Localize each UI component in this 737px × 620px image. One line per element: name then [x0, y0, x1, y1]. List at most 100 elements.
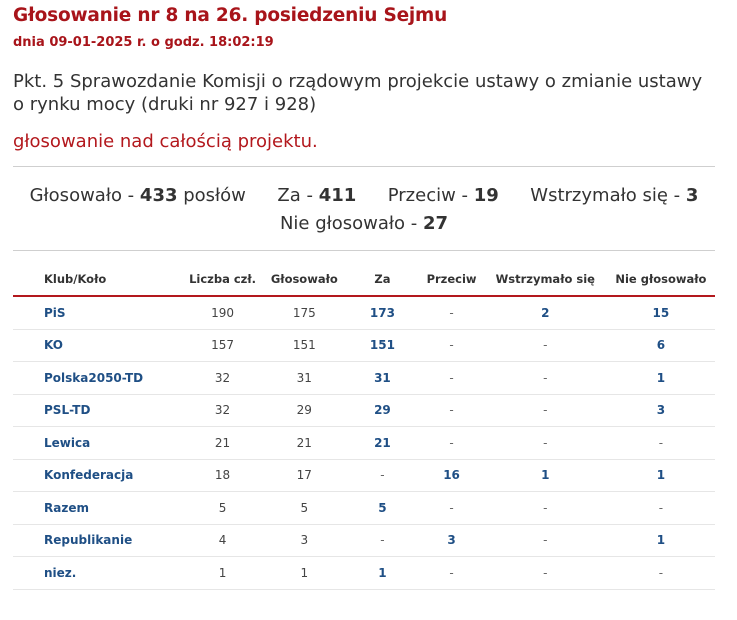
cell-not-voted[interactable]: 1 [606, 459, 715, 492]
cell-voted: 21 [263, 426, 346, 460]
cell-members: 21 [181, 426, 264, 460]
header-club: Klub/Koło [13, 263, 182, 297]
cell-voted: 31 [263, 361, 346, 395]
cell-against: - [419, 426, 484, 460]
summary-against-label: Przeciw - [387, 185, 469, 206]
cell-club[interactable]: Polska2050-TD [13, 361, 182, 395]
cell-against: - [419, 296, 484, 330]
cell-against[interactable]: 16 [419, 459, 484, 492]
summary-for-value: 411 [318, 185, 357, 206]
cell-abstain: - [483, 491, 607, 525]
cell-voted: 1 [263, 556, 346, 590]
table-header-row: Klub/Koło Liczba czł. Głosowało Za Przec… [13, 263, 715, 297]
summary-not-voted-value: 27 [422, 213, 449, 234]
divider-table [13, 250, 715, 251]
header-for: Za [345, 263, 420, 297]
cell-abstain: - [483, 394, 607, 427]
table-row: PSL-TD 32 29 29- -3 [13, 394, 715, 427]
cell-members: 32 [181, 361, 264, 395]
vote-summary-not-voted: Nie głosowało - 27 [13, 213, 715, 234]
cell-for[interactable]: 173 [345, 296, 420, 330]
header-members: Liczba czł. [181, 263, 264, 297]
cell-for[interactable]: 151 [345, 329, 420, 362]
cell-against: - [419, 329, 484, 362]
header-not-voted: Nie głosowało [606, 263, 715, 297]
summary-voted-value: 433 [139, 185, 178, 206]
table-row: Polska2050-TD 32 31 31- -1 [13, 361, 715, 395]
header-against: Przeciw [419, 263, 484, 297]
cell-against: - [419, 394, 484, 427]
cell-not-voted: - [606, 556, 715, 590]
cell-against[interactable]: 3 [419, 524, 484, 557]
cell-club[interactable]: KO [13, 329, 182, 362]
summary-against-value: 19 [473, 185, 499, 206]
cell-for[interactable]: 21 [345, 426, 420, 460]
table-row: Lewica 21 21 21- - - [13, 426, 715, 460]
cell-members: 32 [181, 394, 264, 427]
vote-summary: Głosowało - 433 posłów Za - 411 Przeciw … [13, 185, 715, 206]
cell-members: 157 [181, 329, 264, 362]
cell-voted: 5 [263, 491, 346, 525]
cell-for: - [345, 459, 420, 492]
page-title: Głosowanie nr 8 na 26. posiedzeniu Sejmu [13, 5, 448, 26]
header-voted: Głosowało [263, 263, 346, 297]
cell-voted: 175 [263, 296, 346, 330]
summary-voted-label: Głosowało - [29, 185, 135, 206]
cell-not-voted[interactable]: 15 [606, 296, 715, 330]
cell-not-voted: - [606, 426, 715, 460]
cell-club[interactable]: Konfederacja [13, 459, 182, 492]
cell-against: - [419, 556, 484, 590]
cell-abstain[interactable]: 2 [483, 296, 607, 330]
summary-for-label: Za - [277, 185, 313, 206]
summary-abstain-label: Wstrzymało się - [530, 185, 681, 206]
header-abstain: Wstrzymało się [483, 263, 607, 297]
cell-not-voted[interactable]: 1 [606, 524, 715, 557]
cell-abstain: - [483, 556, 607, 590]
cell-club[interactable]: Republikanie [13, 524, 182, 557]
cell-abstain[interactable]: 1 [483, 459, 607, 492]
cell-members: 5 [181, 491, 264, 525]
cell-against: - [419, 361, 484, 395]
club-results-table: Klub/Koło Liczba czł. Głosowało Za Przec… [13, 263, 715, 590]
cell-voted: 3 [263, 524, 346, 557]
cell-voted: 29 [263, 394, 346, 427]
vote-datetime: dnia 09-01-2025 r. o godz. 18:02:19 [13, 35, 274, 50]
cell-not-voted[interactable]: 3 [606, 394, 715, 427]
cell-not-voted[interactable]: 6 [606, 329, 715, 362]
cell-club[interactable]: niez. [13, 556, 182, 590]
cell-voted: 17 [263, 459, 346, 492]
cell-members: 190 [181, 296, 264, 330]
cell-club[interactable]: Razem [13, 491, 182, 525]
cell-members: 18 [181, 459, 264, 492]
cell-not-voted: - [606, 491, 715, 525]
table-row: Konfederacja 18 17-16 1 1 [13, 459, 715, 492]
cell-abstain: - [483, 329, 607, 362]
cell-abstain: - [483, 361, 607, 395]
cell-for[interactable]: 29 [345, 394, 420, 427]
cell-abstain: - [483, 426, 607, 460]
cell-voted: 151 [263, 329, 346, 362]
table-row: Republikanie 4 3-3-1 [13, 524, 715, 557]
cell-club[interactable]: Lewica [13, 426, 182, 460]
cell-abstain: - [483, 524, 607, 557]
cell-members: 4 [181, 524, 264, 557]
divider-top [13, 166, 715, 167]
cell-club[interactable]: PiS [13, 296, 182, 330]
summary-abstain-value: 3 [685, 185, 699, 206]
cell-for: - [345, 524, 420, 557]
cell-not-voted[interactable]: 1 [606, 361, 715, 395]
agenda-item-description: Pkt. 5 Sprawozdanie Komisji o rządowym p… [13, 71, 703, 115]
table-row: KO 157 151 151- -6 [13, 329, 715, 362]
cell-club[interactable]: PSL-TD [13, 394, 182, 427]
cell-for[interactable]: 1 [345, 556, 420, 590]
table-row: Razem 5 5 5- - - [13, 491, 715, 525]
vote-stage: głosowanie nad całością projektu. [13, 131, 318, 152]
cell-against: - [419, 491, 484, 525]
table-row: PiS 190 175 173-2 15 [13, 296, 715, 330]
cell-for[interactable]: 5 [345, 491, 420, 525]
summary-voted-unit: posłów [183, 185, 246, 206]
cell-for[interactable]: 31 [345, 361, 420, 395]
table-row: niez. 1 1 1- - - [13, 556, 715, 590]
summary-not-voted-label: Nie głosowało - [279, 213, 418, 234]
